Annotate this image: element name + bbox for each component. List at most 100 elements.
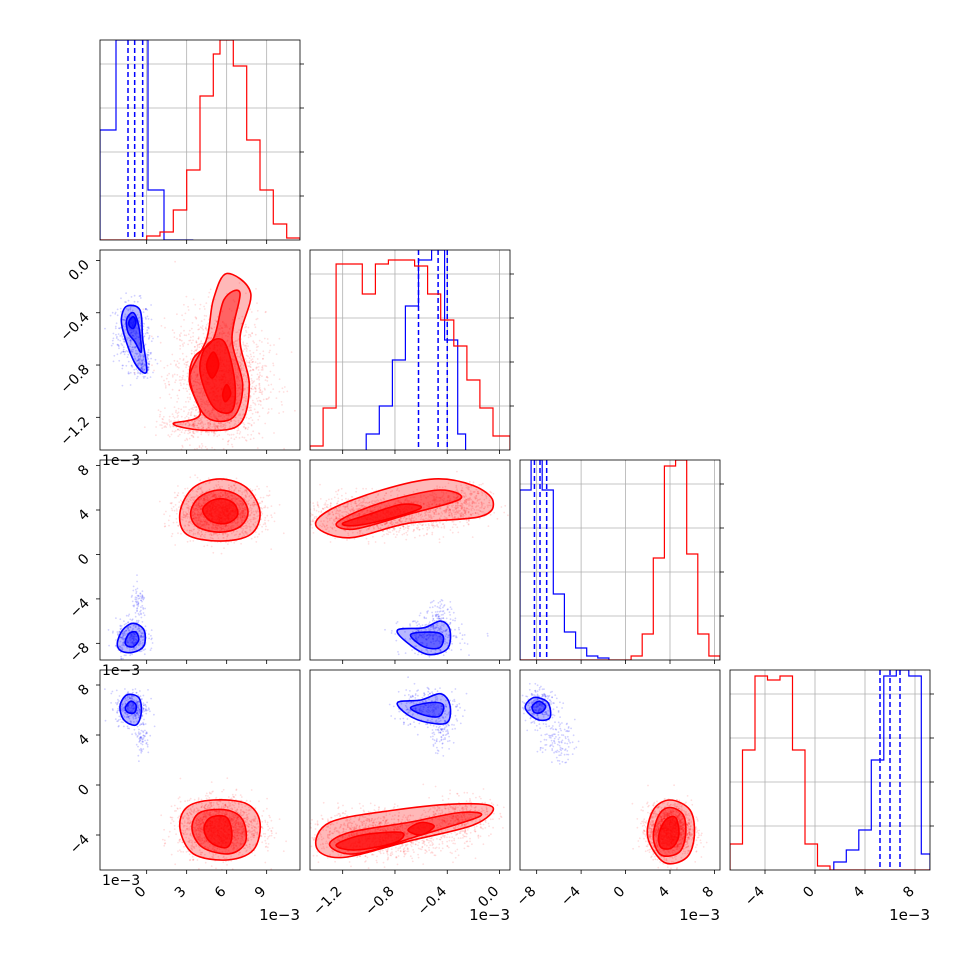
scatter-point — [305, 523, 307, 525]
scatter-point — [193, 448, 196, 450]
scatter-point — [235, 477, 238, 480]
scatter-point — [195, 505, 198, 507]
scatter-point — [120, 657, 123, 660]
scatter-point — [193, 525, 196, 528]
scatter-point — [113, 354, 116, 357]
scatter-point — [192, 436, 195, 439]
scatter-point — [258, 386, 261, 389]
scatter-point — [238, 499, 241, 502]
scatter-point — [213, 414, 215, 417]
scatter-point — [210, 409, 213, 412]
scatter-point — [241, 531, 244, 534]
scatter-point — [231, 498, 234, 500]
scatter-point — [179, 427, 182, 430]
scatter-point — [177, 397, 180, 400]
scatter-point — [220, 426, 223, 428]
scatter-point — [210, 336, 212, 339]
scatter-point — [143, 322, 146, 325]
scatter-point — [246, 348, 248, 350]
scatter-point — [226, 492, 229, 495]
scatter-point — [198, 395, 201, 398]
scatter-point — [225, 414, 228, 416]
scatter-point — [269, 391, 272, 393]
scatter-point — [167, 519, 170, 522]
scatter-point — [236, 402, 239, 404]
scatter-point — [233, 363, 235, 365]
scatter-point — [241, 315, 244, 318]
scatter-point — [227, 332, 230, 335]
scatter-point — [185, 334, 188, 337]
scatter-point — [121, 648, 124, 650]
scatter-point — [132, 348, 135, 351]
y-tick-label-2-3: 4 — [75, 506, 93, 524]
scatter-point — [140, 367, 143, 369]
scatter-point — [243, 426, 246, 428]
scatter-point — [257, 510, 260, 513]
scatter-point — [227, 414, 230, 417]
scatter-point — [164, 382, 167, 385]
scatter-point — [198, 498, 201, 501]
scatter-point — [236, 502, 239, 505]
scatter-point — [202, 502, 205, 504]
scatter-point — [196, 491, 199, 493]
scatter-point — [273, 344, 275, 346]
scatter-point — [237, 378, 240, 381]
scatter-point — [133, 300, 136, 303]
scatter-point — [138, 630, 141, 632]
scatter-point — [135, 349, 137, 352]
scatter-point — [160, 375, 163, 378]
scatter-point — [194, 514, 197, 516]
scatter-point — [243, 525, 245, 528]
scatter-point — [394, 633, 397, 635]
scatter-point — [131, 350, 134, 353]
scatter-point — [250, 387, 252, 390]
scatter-point — [190, 499, 192, 502]
scatter-point — [240, 368, 243, 371]
scatter-point — [183, 334, 186, 337]
scatter-point — [187, 333, 190, 336]
scatter-point — [182, 345, 185, 347]
scatter-point — [124, 315, 126, 318]
scatter-point — [177, 435, 180, 437]
scatter-point — [250, 388, 253, 390]
scatter-point — [150, 351, 153, 354]
scatter-point — [175, 411, 177, 413]
scatter-point — [259, 496, 262, 499]
scatter-point — [136, 300, 139, 303]
scatter-point — [236, 401, 239, 404]
scatter-point — [126, 641, 128, 643]
scatter-point — [151, 642, 154, 644]
scatter-point — [191, 489, 194, 492]
scatter-point — [121, 642, 124, 644]
scatter-point — [208, 488, 211, 491]
scatter-point — [137, 355, 140, 358]
scatter-point — [132, 642, 135, 645]
scatter-point — [199, 507, 202, 510]
scatter-point — [155, 434, 157, 437]
scatter-point — [190, 349, 193, 352]
scatter-point — [165, 377, 168, 380]
scatter-point — [135, 641, 138, 643]
scatter-point — [200, 421, 202, 424]
scatter-point — [228, 333, 231, 336]
scatter-point — [115, 333, 117, 336]
scatter-point — [201, 514, 203, 517]
scatter-point — [253, 513, 255, 516]
scatter-point — [174, 544, 177, 546]
scatter-point — [218, 335, 220, 337]
scatter-point — [178, 506, 180, 509]
scatter-point — [206, 496, 209, 499]
scatter-point — [238, 392, 241, 394]
scatter-point — [210, 492, 213, 495]
scatter-point — [239, 352, 242, 355]
scatter-point — [243, 436, 246, 439]
scatter-point — [196, 430, 199, 433]
scatter-point — [220, 332, 223, 335]
scatter-point — [120, 636, 122, 639]
scatter-point — [148, 360, 151, 363]
scatter-point — [176, 494, 179, 496]
scatter-point — [202, 535, 205, 537]
scatter-point — [194, 303, 197, 306]
scatter-point — [134, 633, 136, 636]
scatter-point — [249, 335, 252, 338]
